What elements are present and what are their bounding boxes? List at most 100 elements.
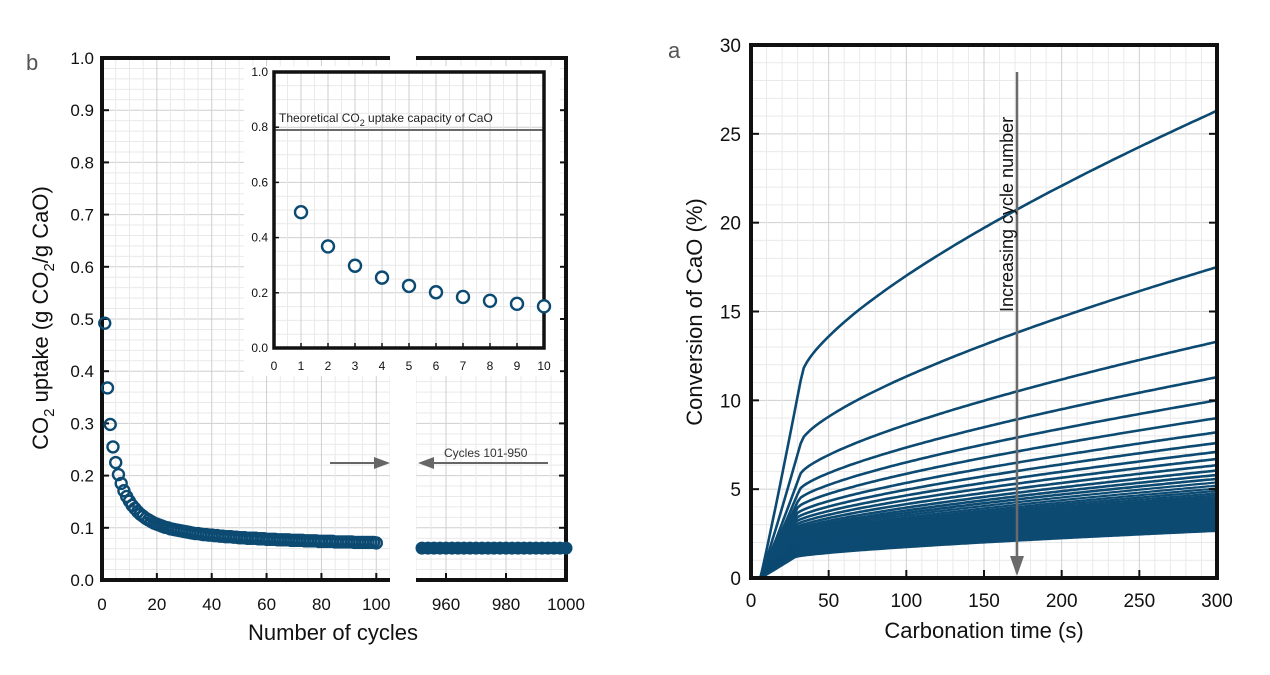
inset-background <box>244 66 560 376</box>
x-tick-label: 0 <box>97 595 106 614</box>
data-point <box>114 476 128 491</box>
conversion-curve <box>759 477 1218 579</box>
x-tick-label: 50 <box>818 591 839 612</box>
conversion-curve <box>759 489 1218 579</box>
y-tick-label: 0.2 <box>70 467 94 486</box>
cycle-arrow-head <box>1010 556 1024 576</box>
y-tick-label: 1.0 <box>70 49 94 68</box>
inset-y-tick-label: 0.0 <box>251 341 268 355</box>
inset-data-point <box>401 278 417 294</box>
panel-a-x-ticks: 0 50 100 150 200 250 300 <box>746 570 1233 612</box>
conversion-curve <box>759 484 1218 579</box>
inset-x-tick-label: 4 <box>379 359 386 373</box>
inset-y-tick-label: 1.0 <box>251 65 268 79</box>
inset-data-point <box>455 289 471 305</box>
inset-data-point <box>536 299 552 314</box>
panel-b-y-ticks: 0.0 0.1 0.2 0.3 0.4 0.5 0.6 0.7 0.8 0.9 1.0 <box>70 49 566 590</box>
y-tick-label: 0.7 <box>70 206 94 225</box>
x-tick-label: 980 <box>492 595 520 614</box>
inset-x-tick-label: 2 <box>325 359 332 373</box>
y-tick-label: 0.8 <box>70 153 94 172</box>
conversion-curve <box>759 469 1218 579</box>
y-tick-label: 0.4 <box>70 362 94 381</box>
panel-b-y-label-sub-1: 2 <box>41 408 58 416</box>
x-tick-label: 60 <box>257 595 276 614</box>
inset-data-point <box>293 205 309 220</box>
x-tick-label: 100 <box>362 595 390 614</box>
panel-a-y-ticks: 0 5 10 15 20 25 30 <box>720 36 1217 590</box>
conversion-curve <box>759 473 1218 579</box>
inset-data-point <box>320 239 336 254</box>
break-label: Cycles 101-950 <box>444 446 528 460</box>
conversion-curve <box>759 481 1218 579</box>
y-tick-label: 25 <box>720 125 741 146</box>
conversion-curve <box>759 109 1218 579</box>
panel-a-letter: a <box>668 38 681 63</box>
x-tick-label: 80 <box>312 595 331 614</box>
theoretical-label-part-a: Theoretical CO <box>279 111 360 125</box>
conversion-curve <box>759 416 1218 579</box>
y-tick-label: 0 <box>730 569 741 590</box>
inset-x-tick-label: 3 <box>352 359 359 373</box>
break-arrows <box>330 457 548 469</box>
conversion-curve <box>759 399 1218 579</box>
inset-data-point <box>374 270 390 285</box>
conversion-curve <box>759 441 1218 579</box>
conversion-curve <box>759 529 1218 579</box>
data-point <box>559 541 573 555</box>
x-tick-label: 150 <box>968 591 1000 612</box>
x-tick-label: 1000 <box>547 595 585 614</box>
panel-a-y-label: Conversion of CaO (%) <box>682 198 707 425</box>
inset-x-tick-label: 5 <box>406 359 413 373</box>
inset-x-tick-label: 10 <box>537 359 551 373</box>
y-tick-label: 0.0 <box>70 571 94 590</box>
data-point <box>103 417 117 432</box>
y-tick-label: 5 <box>730 480 741 501</box>
data-point <box>98 316 112 330</box>
inset-data-point <box>509 296 525 312</box>
y-tick-label: 0.5 <box>70 310 94 329</box>
x-tick-label: 250 <box>1123 591 1155 612</box>
data-point <box>109 455 123 470</box>
data-point <box>106 440 120 454</box>
panel-a-x-label: Carbonation time (s) <box>884 618 1083 643</box>
conversion-curve <box>759 487 1218 579</box>
conversion-curve <box>759 457 1218 579</box>
panel-b-points <box>98 316 573 555</box>
inset-data-point <box>347 258 363 273</box>
x-tick-label: 100 <box>890 591 922 612</box>
conversion-curve <box>759 431 1218 579</box>
panel-b-y-label: CO2 uptake (g CO2/g CaO) <box>28 186 58 450</box>
conversion-curve <box>759 375 1218 579</box>
panel-a-lines <box>759 109 1218 579</box>
data-point <box>100 381 115 395</box>
x-tick-label: 300 <box>1201 591 1233 612</box>
inset-x-tick-label: 6 <box>433 359 440 373</box>
inset-data-point <box>428 285 444 300</box>
conversion-curve <box>759 450 1218 579</box>
inset-x-tick-label: 0 <box>271 359 278 373</box>
inset-y-ticks: 0.0 0.2 0.4 0.6 0.8 1.0 <box>251 65 279 355</box>
y-tick-label: 20 <box>720 214 741 235</box>
data-point <box>369 536 383 550</box>
inset-chart: Theoretical CO2 uptake capacity of CaO 0… <box>244 65 560 376</box>
conversion-curve <box>759 463 1218 579</box>
y-tick-label: 0.6 <box>70 258 94 277</box>
inset-x-ticks: 0 1 2 3 4 5 6 7 8 9 10 <box>271 343 551 373</box>
y-tick-label: 0.9 <box>70 101 94 120</box>
theoretical-capacity-label: Theoretical CO2 uptake capacity of CaO <box>279 111 493 128</box>
x-tick-label: 960 <box>432 595 460 614</box>
x-tick-label: 200 <box>1046 591 1078 612</box>
y-tick-label: 10 <box>720 391 741 412</box>
inset-y-tick-label: 0.6 <box>251 175 268 189</box>
panel-b-letter: b <box>26 50 38 75</box>
conversion-curve <box>759 492 1218 579</box>
panel-b: b 0.00.10.20.30.40.50.60.70.80.91.0 0 20 4… <box>26 49 585 645</box>
panel-b-y-label-sub-2: 2 <box>41 263 58 271</box>
panel-b-y-label-part-a: CO <box>28 417 53 450</box>
theoretical-label-part-b: uptake capacity of CaO <box>365 111 493 125</box>
theoretical-label-sub: 2 <box>360 118 365 128</box>
x-tick-label: 40 <box>202 595 221 614</box>
conversion-curve <box>759 265 1218 579</box>
